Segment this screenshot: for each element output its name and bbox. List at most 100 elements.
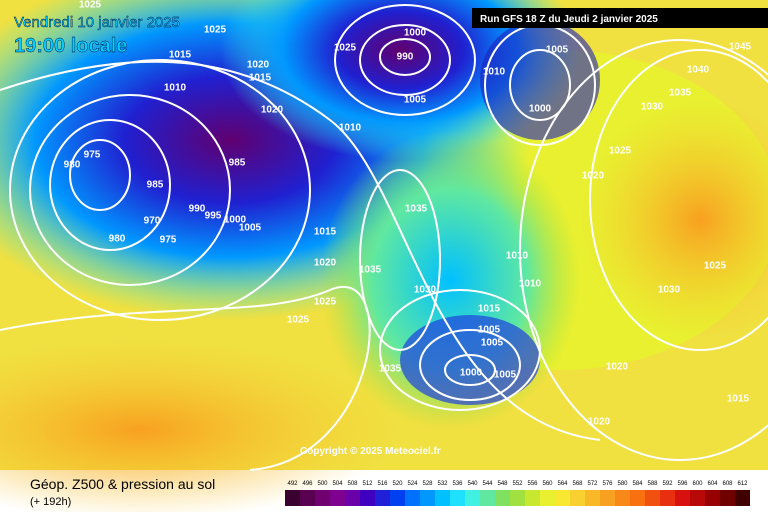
isobar-lines xyxy=(0,4,768,471)
scale-swatch xyxy=(405,490,420,506)
scale-label: 548 xyxy=(497,481,508,487)
isobar-label: 1015 xyxy=(478,304,501,315)
isobar-label: 1020 xyxy=(247,60,270,71)
footer-lead: (+ 192h) xyxy=(30,496,71,508)
isobar-label: 1000 xyxy=(224,215,247,226)
scale-label: 520 xyxy=(392,481,403,487)
isobar-label: 1005 xyxy=(481,338,504,349)
isobar-label: 1010 xyxy=(164,83,187,94)
scale-label: 524 xyxy=(407,481,418,487)
isobar-label: 1035 xyxy=(405,204,428,215)
scale-swatch xyxy=(450,490,465,506)
isobar-label: 995 xyxy=(205,211,222,222)
scale-swatch xyxy=(630,490,645,506)
isobar-label: 1025 xyxy=(79,0,102,11)
scale-label: 496 xyxy=(302,481,313,487)
scale-label: 544 xyxy=(482,481,493,487)
isobar-label: 1020 xyxy=(606,362,629,373)
isobar-label: 1040 xyxy=(687,65,710,76)
scale-label: 592 xyxy=(662,481,673,487)
scale-label: 500 xyxy=(317,481,328,487)
scale-swatch xyxy=(690,490,705,506)
scale-swatch xyxy=(600,490,615,506)
scale-swatch xyxy=(360,490,375,506)
scale-swatch xyxy=(480,490,495,506)
scale-label: 528 xyxy=(422,481,433,487)
scale-swatch xyxy=(390,490,405,506)
scale-label: 588 xyxy=(647,481,658,487)
scale-label: 536 xyxy=(452,481,463,487)
isobar-label: 1005 xyxy=(546,45,569,56)
scale-swatch xyxy=(615,490,630,506)
isobar-label: 1025 xyxy=(704,261,727,272)
scale-swatch xyxy=(720,490,735,506)
isobar-label: 1015 xyxy=(727,394,750,405)
isobar-label: 1020 xyxy=(314,258,337,269)
scale-label: 604 xyxy=(707,481,718,487)
isobar-label: 1015 xyxy=(169,50,192,61)
isobar-label: 975 xyxy=(160,235,177,246)
isobar-label: 1005 xyxy=(478,325,501,336)
scale-swatch xyxy=(735,490,750,506)
isobar-label: 1025 xyxy=(287,315,310,326)
isobar-label: 1035 xyxy=(669,88,692,99)
isobar-label: 1005 xyxy=(404,95,427,106)
isobar-label: 1030 xyxy=(641,102,664,113)
run-banner xyxy=(472,8,768,28)
isobar-label: 1035 xyxy=(359,265,382,276)
isobar-label: 1000 xyxy=(460,368,483,379)
isobar-label: 1010 xyxy=(339,123,362,134)
scale-label: 612 xyxy=(737,481,748,487)
scale-swatch xyxy=(525,490,540,506)
isobar-label: 1025 xyxy=(204,25,227,36)
scale-label: 532 xyxy=(437,481,448,487)
isobar-label: 1025 xyxy=(609,146,632,157)
scale-swatch xyxy=(510,490,525,506)
isobar-label: 980 xyxy=(109,234,126,245)
isobar-label: 1000 xyxy=(529,104,552,115)
scale-label: 564 xyxy=(557,481,568,487)
scale-swatch xyxy=(675,490,690,506)
isobar-label: 975 xyxy=(84,150,101,161)
isobar-label: 1045 xyxy=(729,42,752,53)
scale-swatch xyxy=(345,490,360,506)
footer-title: Géop. Z500 & pression au sol xyxy=(30,476,215,492)
scale-label: 580 xyxy=(617,481,628,487)
isobar-label: 1015 xyxy=(314,227,337,238)
scale-swatch xyxy=(495,490,510,506)
isobar-label: 1010 xyxy=(506,251,529,262)
scale-label: 608 xyxy=(722,481,733,487)
scale-swatch xyxy=(375,490,390,506)
isobar-label: 1010 xyxy=(483,67,506,78)
forecast-time: 19:00 locale xyxy=(14,35,127,57)
isobar-label: 1025 xyxy=(314,297,337,308)
scale-label: 552 xyxy=(512,481,523,487)
isobar-label: 980 xyxy=(64,160,81,171)
isobar-label: 1025 xyxy=(334,43,357,54)
isobar-label: 1000 xyxy=(404,28,427,39)
scale-swatch xyxy=(315,490,330,506)
isobar-label: 990 xyxy=(397,52,414,63)
scale-label: 492 xyxy=(287,481,298,487)
scale-label: 540 xyxy=(467,481,478,487)
isobar-label: 1030 xyxy=(658,285,681,296)
isobar-label: 990 xyxy=(189,204,206,215)
scale-swatch xyxy=(540,490,555,506)
scale-label: 596 xyxy=(677,481,688,487)
run-text: Run GFS 18 Z du Jeudi 2 janvier 2025 xyxy=(480,14,658,25)
forecast-date: Vendredi 10 janvier 2025 xyxy=(14,14,180,31)
scale-swatch xyxy=(330,490,345,506)
isobar-label: 1005 xyxy=(494,370,517,381)
copyright: Copyright © 2025 Meteociel.fr xyxy=(300,446,441,457)
isobar-label: 1020 xyxy=(582,171,605,182)
field xyxy=(0,340,400,512)
scale-swatch xyxy=(705,490,720,506)
scale-label: 560 xyxy=(542,481,553,487)
isobar-label: 985 xyxy=(147,180,164,191)
isobar-label: 1005 xyxy=(239,223,262,234)
isobar-label: 1010 xyxy=(519,279,542,290)
scale-label: 508 xyxy=(347,481,358,487)
scale-label: 568 xyxy=(572,481,583,487)
